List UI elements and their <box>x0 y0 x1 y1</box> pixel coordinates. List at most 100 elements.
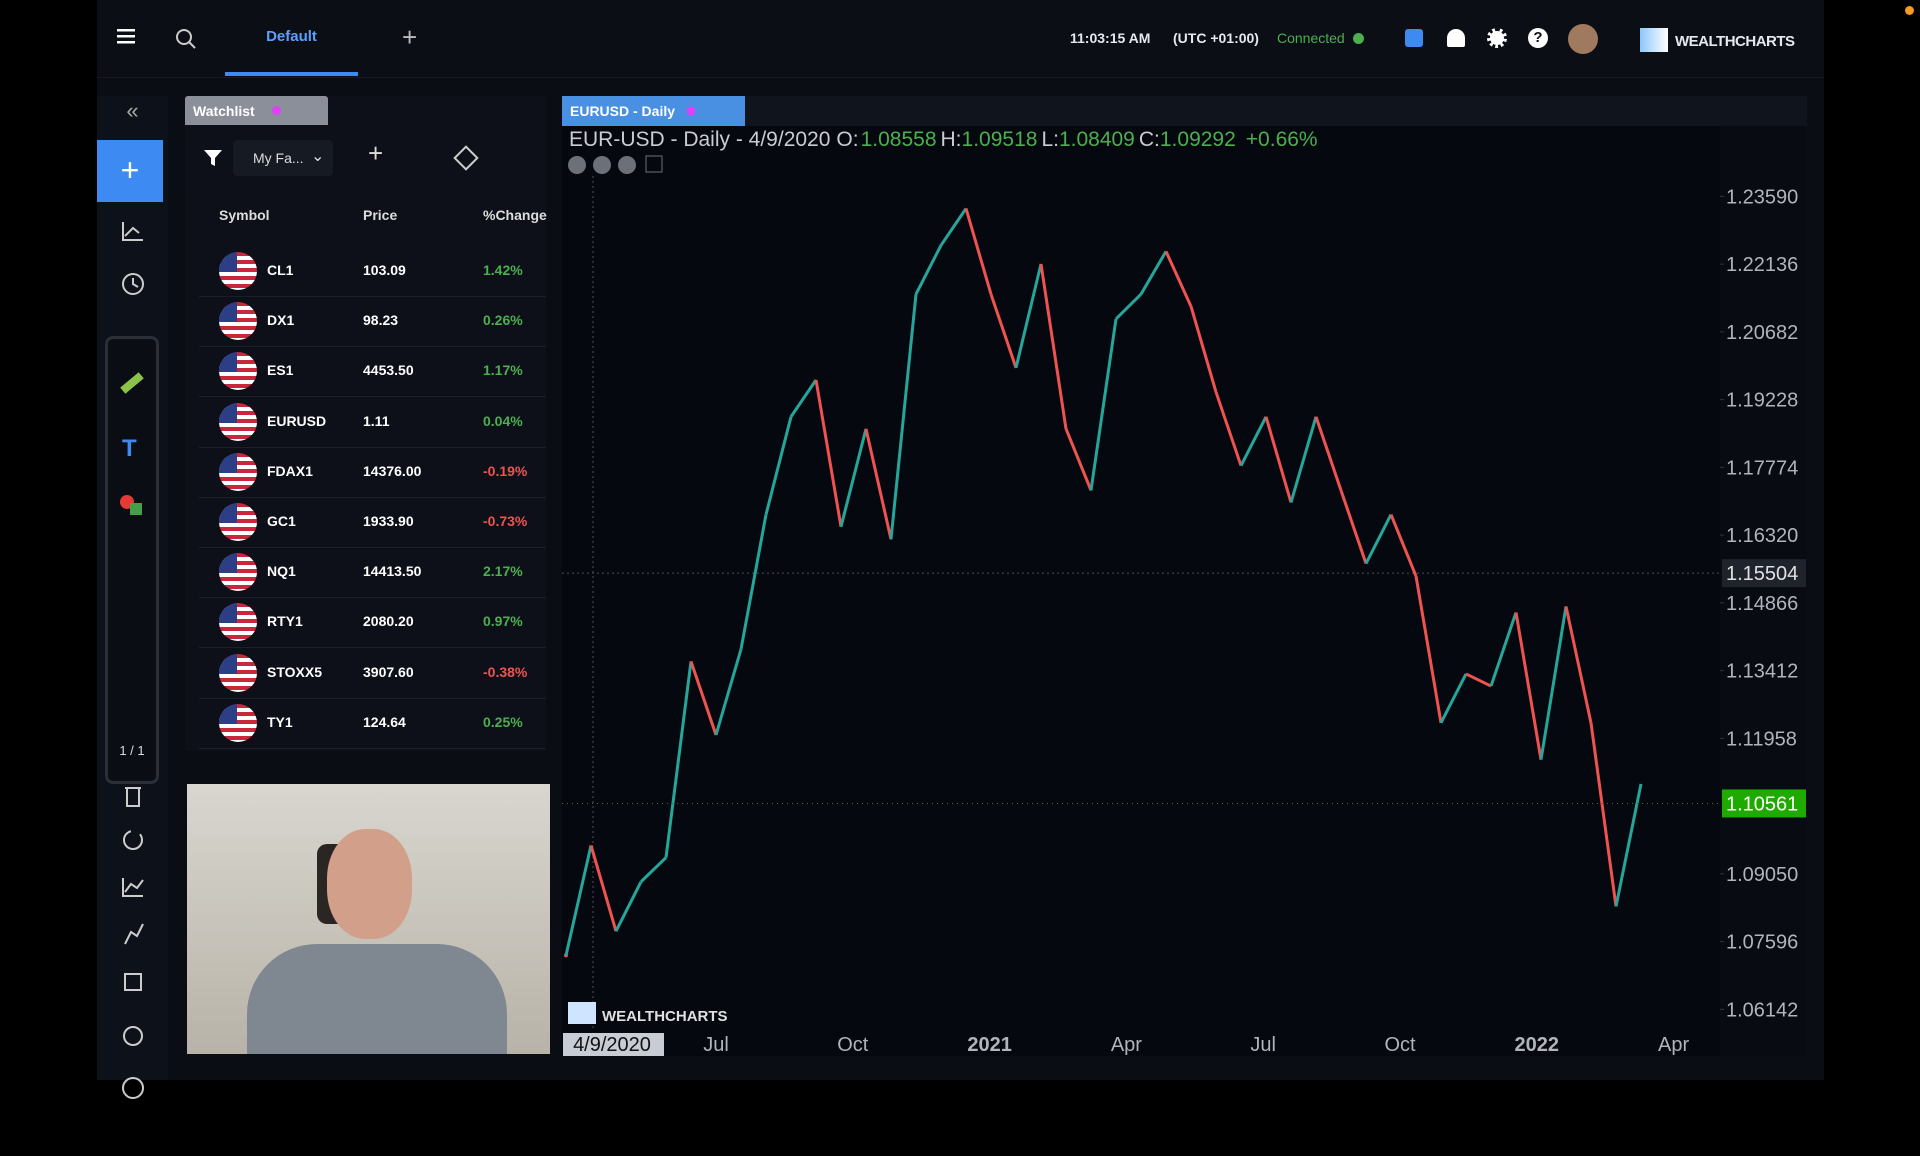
top-tool-icons[interactable] <box>97 206 168 346</box>
person-body <box>247 944 507 1054</box>
collapse[interactable]: « <box>126 98 139 123</box>
erase-icon[interactable] <box>453 145 479 171</box>
chart-control <box>618 156 636 174</box>
price-move <box>1139 250 1168 295</box>
ohlc-part: 1.09518 <box>962 128 1038 151</box>
x-tick-label: Apr <box>1658 1034 1689 1056</box>
percent-change: -0.73% <box>483 513 528 529</box>
watchlist-row[interactable]: CL1 103.09 1.42% <box>199 246 546 297</box>
filter-select[interactable]: My Fa... ⌄ <box>233 140 333 176</box>
ohlc-part: L: <box>1041 128 1059 151</box>
column-header: %Change <box>483 207 547 223</box>
filter-icon[interactable] <box>203 148 223 168</box>
price-move <box>1014 263 1043 369</box>
text-tool[interactable]: T <box>122 435 137 462</box>
brand-logo <box>1640 28 1668 52</box>
chart-panel: EURUSD - Daily EUR-USD - Daily - 4/9/2020… <box>562 96 1807 1057</box>
price-move <box>1314 416 1343 491</box>
watchlist-row[interactable]: DX1 98.23 0.26% <box>199 296 546 348</box>
bell-icon[interactable] <box>1447 29 1465 47</box>
watchlist-row[interactable]: EURUSD 1.11 0.04% <box>199 397 546 448</box>
x-tick-label: Apr <box>1111 1034 1142 1056</box>
watchlist-panel: Watchlist My Fa... ⌄ + Symbol Price %Change… <box>185 96 547 751</box>
notification-dot <box>1905 6 1914 15</box>
search-icon[interactable] <box>175 28 197 50</box>
watchlist-tab[interactable]: Watchlist <box>185 96 328 125</box>
y-tick-label: 1.14866 <box>1726 593 1798 615</box>
menu-icon[interactable] <box>117 28 137 46</box>
x-tick-label: 2021 <box>967 1034 1012 1056</box>
price-move <box>1114 293 1143 320</box>
y-tick-label: 1.09050 <box>1726 864 1798 886</box>
x-tick-label: Oct <box>837 1034 869 1056</box>
flag <box>219 252 257 290</box>
y-tick-label: 1.13412 <box>1726 661 1798 683</box>
ohlc-part: EUR-USD - Daily - 4/9/2020 <box>569 128 830 151</box>
price: 1.11 <box>363 412 390 429</box>
filter-label: My Fa... <box>253 150 304 166</box>
flag <box>219 402 257 441</box>
price-move <box>789 379 818 418</box>
watchlist-row[interactable]: RTY1 2080.20 0.97% <box>199 597 546 649</box>
add-button[interactable]: + <box>97 140 163 202</box>
current-price-bg <box>1722 789 1806 818</box>
flag <box>219 653 257 692</box>
price-move <box>689 660 718 736</box>
price-move <box>839 428 868 528</box>
symbol: TY1 <box>267 713 293 730</box>
pencil-tool[interactable] <box>120 372 144 394</box>
price-move <box>764 416 793 515</box>
price: 3907.60 <box>363 663 414 680</box>
watchlist-row[interactable]: GC1 1933.90 -0.73% <box>199 497 546 548</box>
y-tick-label: 1.22136 <box>1726 254 1798 276</box>
avatar[interactable] <box>1568 24 1598 54</box>
price-move <box>1439 673 1468 724</box>
page-counter: 1 / 1 <box>119 743 145 758</box>
price-move <box>564 845 593 956</box>
percent-change: 0.26% <box>483 312 523 329</box>
column-header: Symbol <box>219 207 270 223</box>
symbol: GC1 <box>267 513 296 529</box>
price-move <box>739 514 768 650</box>
watchlist-row[interactable]: NQ1 14413.50 2.17% <box>199 547 546 599</box>
watchlist-row[interactable]: TY1 124.64 0.25% <box>199 698 546 749</box>
y-tick-label: 1.19228 <box>1726 390 1798 412</box>
watchlist-row[interactable]: ES1 4453.50 1.17% <box>199 346 546 398</box>
screen: Default + 11:03:15 AM (UTC +01:00) Conne… <box>97 0 1914 1099</box>
y-tick-label: 1.23590 <box>1726 186 1798 208</box>
price-move <box>1339 489 1368 565</box>
watchlist-row[interactable]: FDAX1 14376.00 -0.19% <box>199 447 546 498</box>
flag <box>219 553 257 592</box>
price-move <box>1239 416 1268 467</box>
watchlist-row[interactable]: STOXX5 3907.60 -0.38% <box>199 648 546 699</box>
add-symbol[interactable]: + <box>368 138 384 168</box>
settings-icon[interactable] <box>1487 28 1507 48</box>
bottom-tool-icons[interactable] <box>97 776 168 1156</box>
ohlc-part: 1.08558 <box>861 128 937 151</box>
y-tick-label: 1.16320 <box>1726 525 1798 547</box>
connection-status: Connected <box>1277 30 1345 46</box>
timezone: (UTC +01:00) <box>1173 30 1259 46</box>
webcam-video <box>187 784 550 1054</box>
crosshair-label: 1.15504 <box>1726 563 1798 585</box>
help-icon[interactable]: ? <box>1528 28 1548 48</box>
add-tab[interactable]: + <box>402 22 418 52</box>
price-move <box>1039 263 1068 430</box>
symbol: FDAX1 <box>267 462 313 479</box>
tab-dot <box>686 106 696 116</box>
symbol: CL1 <box>267 262 294 278</box>
chart-control <box>593 156 611 174</box>
price-move <box>1564 606 1593 724</box>
price: 14376.00 <box>363 462 422 479</box>
price-move <box>1189 305 1218 393</box>
layout-tab[interactable]: Default <box>266 28 317 45</box>
price: 2080.20 <box>363 613 414 630</box>
price-move <box>664 661 693 858</box>
x-cursor-label-bg <box>563 1033 664 1057</box>
plot-background <box>562 96 1807 1056</box>
status-dot <box>1353 33 1364 44</box>
flag <box>219 703 257 742</box>
ohlc-part: +0.66% <box>1246 128 1318 151</box>
save-icon[interactable] <box>1405 29 1423 47</box>
chart-control <box>568 156 586 174</box>
